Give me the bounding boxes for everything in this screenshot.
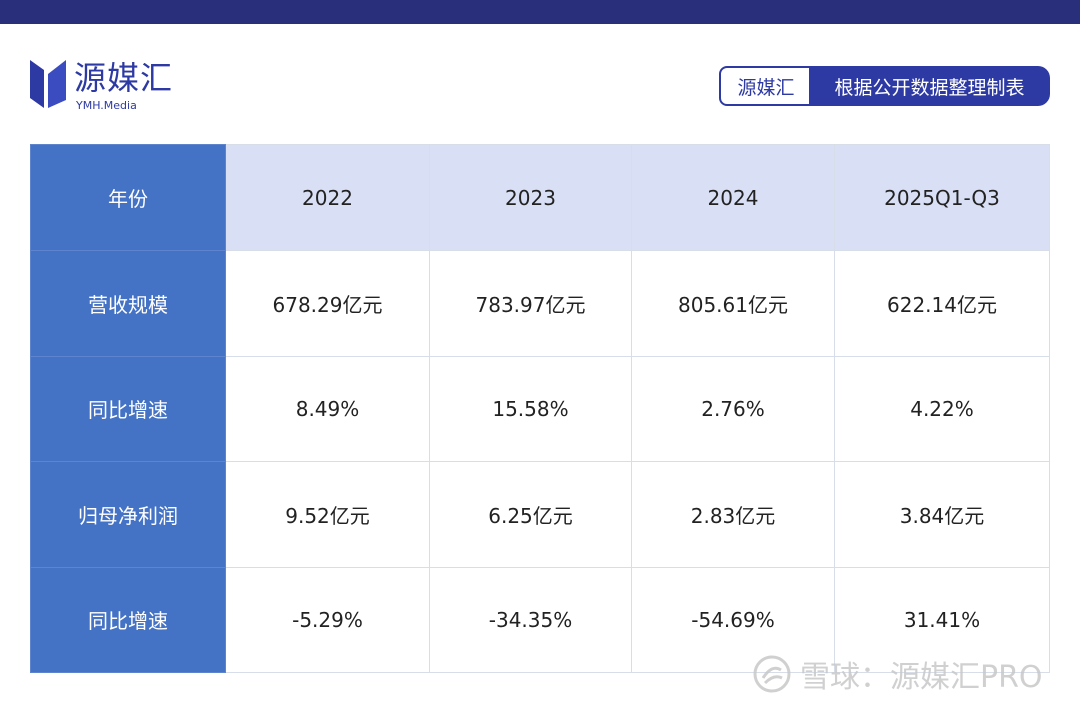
table-cell: 2.83亿元 bbox=[631, 461, 835, 568]
table-cell: 2.76% bbox=[631, 355, 835, 463]
table-cell: 31.41% bbox=[834, 566, 1050, 674]
brand-logo: 源媒汇 YMH.Media bbox=[30, 58, 200, 114]
table-cell: 622.14亿元 bbox=[834, 250, 1050, 357]
table-row-net-profit: 归母净利润 9.52亿元 6.25亿元 2.83亿元 3.84亿元 bbox=[30, 461, 1050, 568]
table-cell: 783.97亿元 bbox=[429, 250, 632, 357]
source-tag-text: 根据公开数据整理制表 bbox=[809, 66, 1050, 106]
top-bar bbox=[0, 0, 1080, 24]
source-tag-brand: 源媒汇 bbox=[719, 66, 813, 106]
source-tag: 源媒汇 根据公开数据整理制表 bbox=[719, 66, 1050, 106]
row-label: 营收规模 bbox=[30, 250, 226, 357]
row-label: 同比增速 bbox=[30, 355, 226, 463]
table-row-profit-growth: 同比增速 -5.29% -34.35% -54.69% 31.41% bbox=[30, 566, 1050, 674]
brand-name: 源媒汇 bbox=[74, 59, 174, 97]
table-row-revenue-growth: 同比增速 8.49% 15.58% 2.76% 4.22% bbox=[30, 355, 1050, 463]
watermark: 雪球：源媒汇PRO bbox=[752, 651, 1043, 697]
table-header-row: 年份 2022 2023 2024 2025Q1-Q3 bbox=[30, 143, 1050, 252]
financial-table: 年份 2022 2023 2024 2025Q1-Q3 营收规模 678.29亿… bbox=[30, 143, 1050, 674]
watermark-text: 雪球：源媒汇PRO bbox=[800, 660, 1043, 695]
table-cell: 8.49% bbox=[225, 355, 430, 463]
row-label: 归母净利润 bbox=[30, 461, 226, 568]
header-cell: 2023 bbox=[429, 143, 632, 252]
table-cell: 4.22% bbox=[834, 355, 1050, 463]
header-cell-year: 年份 bbox=[30, 143, 226, 252]
row-label: 同比增速 bbox=[30, 566, 226, 674]
table-cell: -5.29% bbox=[225, 566, 430, 674]
header-cell: 2024 bbox=[631, 143, 835, 252]
header-cell: 2025Q1-Q3 bbox=[834, 143, 1050, 252]
header-cell: 2022 bbox=[225, 143, 430, 252]
table-cell: 3.84亿元 bbox=[834, 461, 1050, 568]
logo-mark-icon bbox=[30, 60, 66, 108]
table-cell: 6.25亿元 bbox=[429, 461, 632, 568]
table-cell: -34.35% bbox=[429, 566, 632, 674]
table-cell: 15.58% bbox=[429, 355, 632, 463]
table-cell: 805.61亿元 bbox=[631, 250, 835, 357]
table-cell: 9.52亿元 bbox=[225, 461, 430, 568]
table-row-revenue: 营收规模 678.29亿元 783.97亿元 805.61亿元 622.14亿元 bbox=[30, 250, 1050, 357]
table-cell: -54.69% bbox=[631, 566, 835, 674]
snowball-icon bbox=[753, 655, 791, 693]
table-cell: 678.29亿元 bbox=[225, 250, 430, 357]
brand-subtitle: YMH.Media bbox=[76, 99, 137, 112]
